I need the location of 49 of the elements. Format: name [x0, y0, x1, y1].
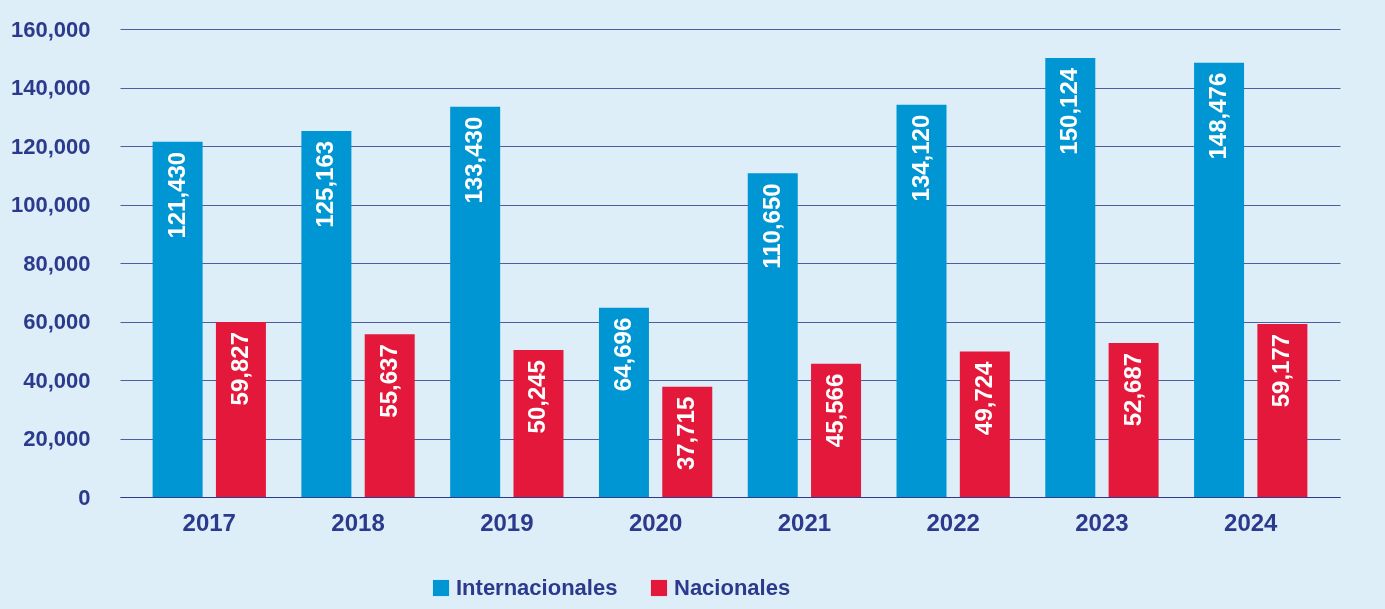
data-label: 121,430 — [162, 151, 190, 239]
bar — [1045, 57, 1096, 497]
x-tick-label: 2020 — [628, 508, 683, 536]
bar — [301, 130, 352, 497]
y-tick-label: 80,000 — [23, 250, 91, 276]
bar — [598, 307, 649, 497]
data-label: 133,430 — [460, 116, 488, 204]
y-tick-label: 120,000 — [10, 133, 91, 159]
x-tick-label: 2019 — [480, 508, 534, 536]
data-label: 64,696 — [608, 317, 636, 392]
x-tick-label: 2023 — [1075, 508, 1129, 536]
data-label: 55,637 — [374, 344, 402, 418]
bar — [513, 350, 564, 497]
y-tick-label: 140,000 — [10, 75, 91, 100]
y-tick-label: 160,000 — [10, 16, 91, 42]
data-label: 148,476 — [1204, 72, 1232, 160]
bar — [1194, 62, 1245, 497]
legend-label: Nacionales — [674, 575, 791, 600]
bar — [959, 351, 1010, 497]
data-label: 59,827 — [225, 332, 253, 406]
bar — [215, 322, 266, 497]
y-tick-label: 40,000 — [23, 367, 91, 393]
data-label: 49,724 — [969, 360, 997, 435]
data-label: 52,687 — [1118, 352, 1146, 427]
x-tick-label: 2021 — [777, 508, 832, 536]
y-tick-label: 0 — [78, 484, 91, 510]
data-label: 45,566 — [821, 373, 849, 448]
x-tick-label: 2024 — [1224, 508, 1279, 536]
bar — [1108, 342, 1159, 497]
bar — [152, 141, 203, 497]
x-tick-label: 2017 — [182, 508, 236, 536]
data-label: 134,120 — [906, 114, 934, 202]
data-label: 125,163 — [311, 140, 339, 228]
bar — [896, 104, 947, 497]
bar — [364, 334, 415, 497]
data-label: 37,715 — [672, 396, 700, 471]
x-tick-label: 2018 — [331, 508, 385, 536]
data-label: 110,650 — [757, 183, 785, 269]
x-tick-label: 2022 — [926, 508, 980, 536]
y-tick-label: 100,000 — [10, 192, 91, 217]
legend-label: Internacionales — [456, 575, 618, 600]
data-label: 59,177 — [1267, 333, 1295, 408]
bar — [747, 173, 798, 497]
data-label: 150,124 — [1055, 67, 1083, 155]
bar — [450, 106, 501, 497]
y-tick-label: 60,000 — [23, 309, 91, 334]
data-label: 50,245 — [523, 360, 551, 434]
bar — [1257, 323, 1308, 497]
y-tick-label: 20,000 — [23, 426, 91, 451]
